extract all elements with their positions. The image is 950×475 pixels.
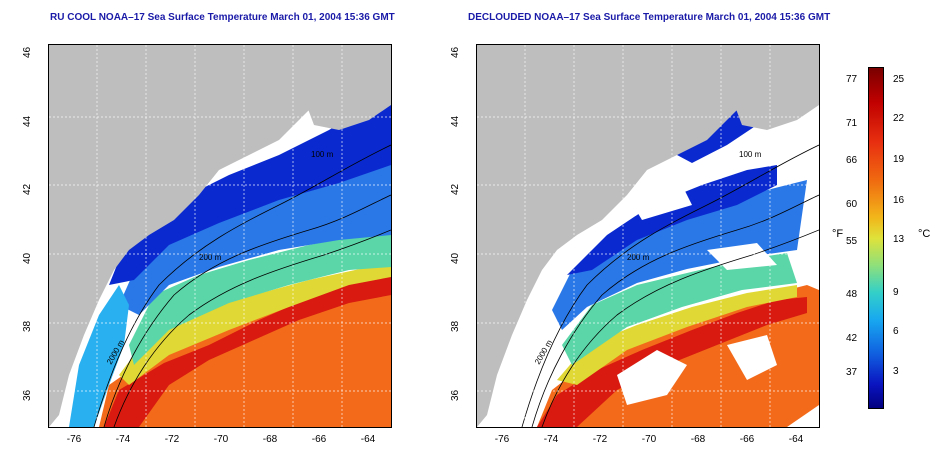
left-map-title: RU COOL NOAA–17 Sea Surface Temperature … [50, 12, 395, 23]
cold-shelf-north [677, 100, 757, 163]
cloud-gap [627, 175, 692, 220]
celsius-tick-13: 13 [893, 234, 905, 245]
contour-label-200m: 200 m [627, 253, 650, 262]
fahrenheit-tick-55: 55 [846, 236, 858, 247]
celsius-tick-6: 6 [893, 326, 899, 337]
right-ytick-42: 42 [450, 183, 461, 195]
left-xtick-76: -76 [66, 434, 82, 445]
contour-label-200m: 200 m [199, 253, 222, 262]
land-mass [49, 45, 391, 427]
right-xtick-64: -64 [788, 434, 804, 445]
right-ytick-38: 38 [450, 320, 461, 332]
fahrenheit-tick-66: 66 [846, 155, 858, 166]
slope-water [562, 253, 797, 365]
right-ytick-36: 36 [450, 389, 461, 401]
gulf-stream-core [104, 275, 391, 427]
contour-label-100m: 100 m [311, 150, 334, 159]
celsius-unit: °C [918, 228, 931, 240]
contour-100m [521, 144, 819, 427]
left-xtick-68: -68 [262, 434, 278, 445]
left-xtick-74: -74 [115, 434, 131, 445]
celsius-tick-3: 3 [893, 366, 899, 377]
left-xtick-72: -72 [164, 434, 180, 445]
nova-scotia [727, 65, 819, 130]
celsius-tick-25: 25 [893, 74, 905, 85]
cold-shelf-water [567, 165, 777, 275]
left-ytick-40: 40 [22, 252, 33, 264]
left-xtick-70: -70 [213, 434, 229, 445]
cold-shelf-water [109, 95, 391, 285]
right-xtick-70: -70 [641, 434, 657, 445]
left-ytick-46: 46 [22, 46, 33, 58]
temperature-colorbar [868, 67, 884, 409]
contour-2000m [541, 229, 819, 427]
nova-scotia [299, 65, 391, 130]
right-xtick-72: -72 [592, 434, 608, 445]
left-ytick-36: 36 [22, 389, 33, 401]
celsius-tick-19: 19 [893, 154, 905, 165]
right-ytick-46: 46 [450, 46, 461, 58]
fahrenheit-unit: °F [832, 228, 844, 240]
transition-band [557, 285, 797, 385]
right-ytick-40: 40 [450, 252, 461, 264]
left-xtick-64: -64 [360, 434, 376, 445]
contour-200m [103, 194, 391, 427]
celsius-tick-16: 16 [893, 195, 905, 206]
land-mass [477, 45, 819, 427]
left-xtick-66: -66 [311, 434, 327, 445]
right-ytick-44: 44 [450, 115, 461, 127]
nearshore-water [69, 285, 129, 427]
fahrenheit-tick-48: 48 [846, 289, 858, 300]
fahrenheit-tick-60: 60 [846, 199, 858, 210]
fahrenheit-tick-42: 42 [846, 333, 858, 344]
slope-water [129, 233, 391, 365]
cloud-gap [727, 335, 777, 380]
right-xtick-76: -76 [494, 434, 510, 445]
fahrenheit-tick-71: 71 [846, 118, 858, 129]
left-sst-map: 100 m 200 m 2000 m [48, 44, 392, 428]
shelf-water [552, 180, 807, 330]
contour-label-100m: 100 m [739, 150, 762, 159]
right-xtick-66: -66 [739, 434, 755, 445]
contour-2000m [113, 229, 391, 427]
fahrenheit-tick-37: 37 [846, 367, 858, 378]
right-xtick-74: -74 [543, 434, 559, 445]
right-map-title: DECLOUDED NOAA–17 Sea Surface Temperatur… [468, 12, 831, 23]
contour-200m [531, 194, 819, 427]
right-xtick-68: -68 [690, 434, 706, 445]
left-ytick-38: 38 [22, 320, 33, 332]
right-sst-map: 100 m 200 m 2000 m [476, 44, 820, 428]
shelf-water [119, 155, 391, 315]
contour-100m [93, 144, 391, 427]
left-ytick-42: 42 [22, 183, 33, 195]
fahrenheit-tick-77: 77 [846, 74, 858, 85]
celsius-tick-9: 9 [893, 287, 899, 298]
left-ytick-44: 44 [22, 115, 33, 127]
celsius-tick-22: 22 [893, 113, 905, 124]
